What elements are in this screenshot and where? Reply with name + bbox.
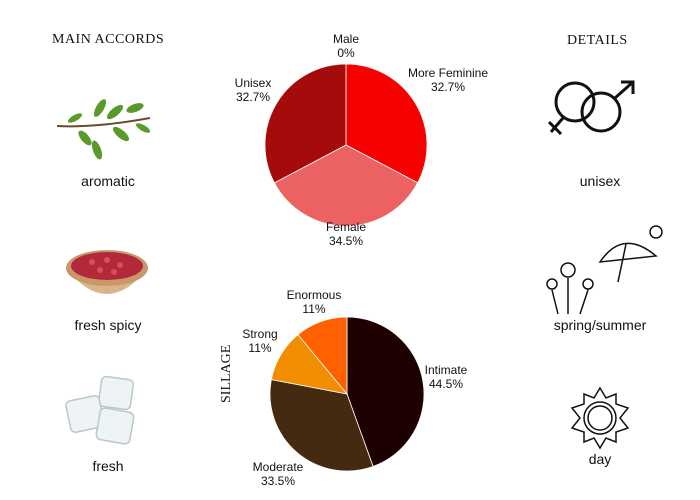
slice-value: 11%	[248, 341, 272, 355]
accord-label: aromatic	[81, 173, 135, 189]
slice-value: 34.5%	[328, 234, 364, 248]
accord-label: fresh spicy	[74, 317, 142, 333]
pie-slice-more-feminine	[345, 63, 428, 184]
slice-value: 32.7%	[430, 80, 466, 94]
slice-label: Strong 11%	[242, 327, 277, 355]
ice-cubes-icon	[65, 375, 135, 445]
sun-icon	[570, 386, 630, 450]
accord-label: fresh	[92, 458, 124, 474]
detail-label: spring/summer	[553, 317, 647, 333]
slice-label: Unisex 32.7%	[235, 76, 272, 104]
main-accords-title: MAIN ACCORDS	[52, 32, 165, 47]
slice-name: Enormous	[286, 288, 342, 302]
sillage-title: SILLAGE	[219, 344, 234, 403]
slice-label: Moderate 33.5%	[253, 460, 304, 488]
slice-value: 33.5%	[260, 474, 296, 488]
flowers-umbrella-sun-icon	[546, 225, 663, 315]
slice-label: Male 0%	[333, 32, 359, 60]
slice-value: 0%	[337, 46, 355, 60]
pie-slice-enormous	[297, 316, 348, 396]
slice-name: Female	[325, 220, 367, 234]
gender-symbols-icon	[547, 80, 635, 136]
details-title: DETAILS	[567, 33, 628, 48]
slice-name: Unisex	[234, 76, 272, 90]
slice-value: 32.7%	[235, 90, 271, 104]
slice-value: 11%	[302, 302, 326, 316]
slice-label: Intimate 44.5%	[425, 363, 468, 391]
slice-name: Intimate	[424, 363, 468, 377]
pie-slice-unisex	[264, 63, 347, 184]
detail-label: unisex	[579, 173, 621, 189]
slice-name: More Feminine	[407, 66, 489, 80]
slice-name: Strong	[242, 327, 278, 341]
herb-sprig-icon	[56, 99, 151, 160]
pie-slice-intimate	[346, 316, 425, 467]
slice-value: 44.5%	[428, 377, 464, 391]
peppercorn-bowl-icon	[66, 250, 148, 294]
slice-label: More Feminine 32.7%	[408, 66, 488, 94]
slice-name: Male	[332, 32, 360, 46]
slice-label: Female 34.5%	[326, 220, 366, 248]
slice-label: Enormous 11%	[287, 288, 342, 316]
pie-slice-female	[273, 144, 419, 227]
slice-name: Moderate	[252, 460, 304, 474]
pie-slice-moderate	[269, 379, 374, 472]
detail-label: day	[588, 451, 612, 467]
